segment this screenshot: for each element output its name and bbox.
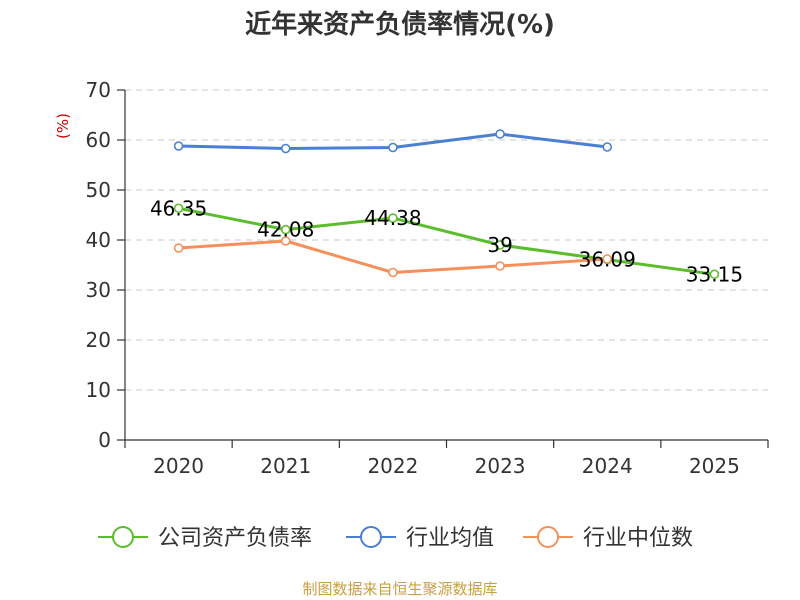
x-tick-label: 2021 bbox=[260, 454, 311, 478]
legend-label: 行业均值 bbox=[406, 526, 494, 551]
y-tick-label: 10 bbox=[86, 378, 111, 402]
legend-item-2[interactable]: 行业中位数 bbox=[523, 526, 693, 551]
data-point[interactable] bbox=[388, 267, 398, 278]
y-tick-label: 30 bbox=[86, 278, 111, 302]
data-point[interactable] bbox=[173, 243, 184, 253]
data-point[interactable] bbox=[280, 236, 291, 246]
data-point[interactable] bbox=[280, 224, 291, 235]
x-tick-label: 2023 bbox=[475, 454, 526, 478]
y-tick-label: 40 bbox=[86, 228, 111, 252]
axes: 0 10 20 30 40 50 60 70 2020 2021 2022 2023 2024 2025 bbox=[86, 78, 769, 478]
y-tick-label: 60 bbox=[86, 128, 111, 152]
data-label: 39 bbox=[487, 233, 512, 257]
series-line-0 bbox=[178, 206, 715, 276]
legend-item-1[interactable]: 行业均值 bbox=[346, 526, 494, 551]
y-axis-unit: (%) bbox=[54, 113, 72, 139]
data-point[interactable] bbox=[388, 213, 398, 223]
legend-label: 公司资产负债率 bbox=[158, 526, 312, 551]
data-point[interactable] bbox=[173, 203, 184, 214]
legend-label: 行业中位数 bbox=[583, 526, 693, 551]
data-point[interactable] bbox=[495, 240, 505, 250]
legend-swatch-marker bbox=[112, 526, 134, 548]
x-tick-label: 2022 bbox=[367, 454, 418, 478]
data-label: 42.08 bbox=[257, 218, 314, 242]
x-tick-label: 2020 bbox=[153, 454, 204, 478]
data-point[interactable] bbox=[495, 129, 505, 139]
x-tick-label: 2025 bbox=[689, 454, 740, 478]
y-tick-label: 70 bbox=[86, 78, 111, 102]
plot-area bbox=[173, 129, 720, 280]
data-point[interactable] bbox=[388, 142, 398, 153]
legend[interactable]: 公司资产负债率 行业均值 行业中位数 bbox=[98, 526, 693, 551]
data-label: 36.09 bbox=[579, 248, 636, 272]
data-label: 33.15 bbox=[686, 262, 743, 286]
data-point[interactable] bbox=[173, 141, 184, 151]
data-point[interactable] bbox=[495, 261, 505, 271]
legend-item-0[interactable]: 公司资产负债率 bbox=[98, 526, 312, 551]
legend-swatch-marker bbox=[360, 526, 382, 548]
data-label: 44.38 bbox=[364, 206, 421, 230]
legend-swatch-marker bbox=[537, 526, 559, 548]
data-point[interactable] bbox=[709, 269, 720, 280]
y-tick-label: 0 bbox=[98, 428, 111, 452]
y-tick-label: 50 bbox=[86, 178, 111, 202]
data-labels: 46.35 42.08 44.38 39 36.09 33.15 bbox=[150, 196, 743, 286]
grid bbox=[125, 89, 768, 391]
chart-title: 近年来资产负债率情况(%) bbox=[245, 9, 555, 40]
x-tick-label: 2024 bbox=[582, 454, 633, 478]
source-note: 制图数据来自恒生聚源数据库 bbox=[302, 580, 497, 598]
data-point[interactable] bbox=[602, 142, 613, 152]
y-tick-label: 20 bbox=[86, 328, 111, 352]
data-label: 46.35 bbox=[150, 196, 207, 220]
data-point[interactable] bbox=[280, 143, 291, 154]
data-point[interactable] bbox=[602, 254, 613, 264]
